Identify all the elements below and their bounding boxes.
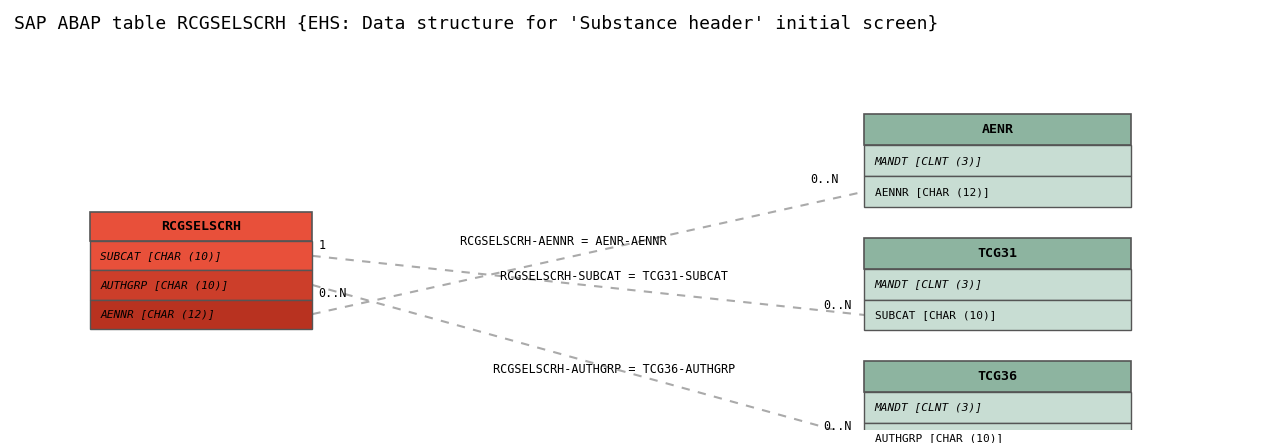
FancyBboxPatch shape [90,212,313,241]
FancyBboxPatch shape [865,299,1131,330]
FancyBboxPatch shape [90,241,313,270]
Text: AENNR [CHAR (12)]: AENNR [CHAR (12)] [100,309,215,319]
Text: MANDT [CLNT (3)]: MANDT [CLNT (3)] [875,403,982,412]
Text: RCGSELSCRH: RCGSELSCRH [162,220,242,233]
Text: TCG31: TCG31 [978,247,1018,260]
FancyBboxPatch shape [865,423,1131,443]
Text: AUTHGRP [CHAR (10)]: AUTHGRP [CHAR (10)] [875,433,1002,443]
FancyBboxPatch shape [90,270,313,299]
FancyBboxPatch shape [90,299,313,329]
FancyBboxPatch shape [865,176,1131,207]
Text: SAP ABAP table RCGSELSCRH {EHS: Data structure for 'Substance header' initial sc: SAP ABAP table RCGSELSCRH {EHS: Data str… [14,14,939,32]
Text: 0..N: 0..N [823,420,852,433]
Text: 1: 1 [319,239,326,253]
FancyBboxPatch shape [865,145,1131,176]
Text: RCGSELSCRH-AUTHGRP = TCG36-AUTHGRP: RCGSELSCRH-AUTHGRP = TCG36-AUTHGRP [492,363,735,377]
Text: RCGSELSCRH-AENNR = AENR-AENNR: RCGSELSCRH-AENNR = AENR-AENNR [459,235,667,248]
Text: 0..N: 0..N [319,287,347,300]
FancyBboxPatch shape [865,238,1131,269]
Text: 0..N: 0..N [823,299,852,311]
Text: TCG36: TCG36 [978,370,1018,383]
Text: AENNR [CHAR (12)]: AENNR [CHAR (12)] [875,187,990,197]
FancyBboxPatch shape [865,114,1131,145]
FancyBboxPatch shape [865,361,1131,392]
Text: RCGSELSCRH-SUBCAT = TCG31-SUBCAT: RCGSELSCRH-SUBCAT = TCG31-SUBCAT [500,270,728,283]
Text: MANDT [CLNT (3)]: MANDT [CLNT (3)] [875,156,982,166]
FancyBboxPatch shape [865,392,1131,423]
Text: AENR: AENR [982,124,1014,136]
Text: 0..N: 0..N [810,174,840,187]
FancyBboxPatch shape [865,269,1131,299]
Text: MANDT [CLNT (3)]: MANDT [CLNT (3)] [875,279,982,289]
Text: AUTHGRP [CHAR (10)]: AUTHGRP [CHAR (10)] [100,280,229,290]
Text: SUBCAT [CHAR (10)]: SUBCAT [CHAR (10)] [100,251,221,261]
Text: SUBCAT [CHAR (10)]: SUBCAT [CHAR (10)] [875,310,996,320]
